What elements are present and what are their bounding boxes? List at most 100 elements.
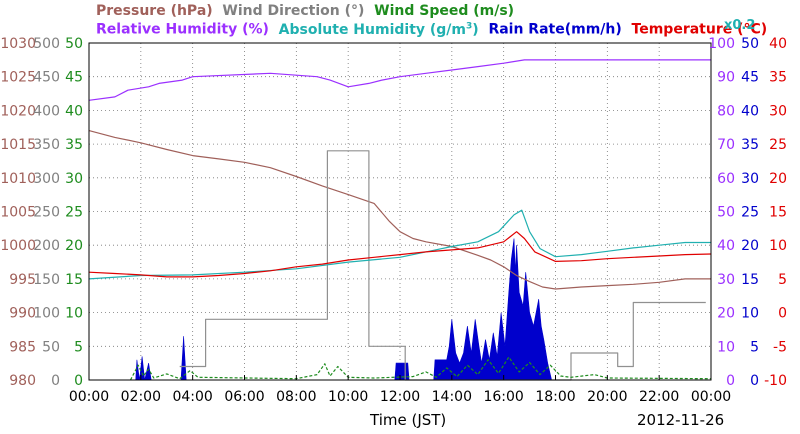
y-tick-label: 300	[33, 171, 60, 187]
y-tick-label: 350	[33, 137, 60, 153]
y-tick-label: 20	[769, 171, 787, 187]
y-tick-label: 45	[741, 70, 759, 86]
y-tick-label: 35	[769, 70, 787, 86]
y-tick-label: 20	[717, 306, 735, 322]
pressure-line	[88, 130, 711, 290]
x-tick-label: 18:00	[535, 389, 575, 405]
y-tick-label: 50	[65, 36, 83, 52]
y-tick-label: 0	[750, 373, 759, 389]
y-tick-label: 0	[778, 306, 787, 322]
y-tick-label: 1030	[0, 36, 36, 52]
y-tick-label: 25	[741, 205, 759, 221]
y-tick-label: -10	[764, 373, 787, 389]
y-tick-label: 0	[726, 373, 735, 389]
legend-absolute-humidity: Absolute Humidity (g/m3)	[278, 21, 479, 38]
y-tick-label: 60	[717, 171, 735, 187]
wind-direction-line	[179, 150, 706, 381]
x-tick-label: 08:00	[276, 389, 316, 405]
y-tick-label: 10	[769, 238, 787, 254]
y-tick-label: -5	[773, 339, 787, 355]
y-tick-label: 5	[750, 339, 759, 355]
y-tick-label: 80	[717, 103, 735, 119]
y-tick-label: 1000	[0, 238, 36, 254]
y-tick-label: 500	[33, 36, 60, 52]
legend-wind-speed: Wind Speed (m/s)	[374, 3, 515, 19]
y-tick-label: 200	[33, 238, 60, 254]
y-tick-label: 40	[65, 103, 83, 119]
series-layer	[88, 59, 712, 381]
x-tick-label: 00:00	[69, 389, 109, 405]
rain-rate-area	[135, 238, 552, 381]
y-tick-label: 35	[65, 137, 83, 153]
y-tick-label: 250	[33, 205, 60, 221]
x-tick-label: 06:00	[224, 389, 264, 405]
y-tick-label: 985	[9, 339, 36, 355]
absolute-humidity-line	[88, 209, 711, 280]
chart-date: 2012-11-26	[637, 411, 725, 429]
y-tick-label: 0	[74, 373, 83, 389]
y-tick-label: 10	[741, 306, 759, 322]
y-tick-label: 990	[9, 306, 36, 322]
x-tick-label: 00:00	[691, 389, 731, 405]
legend-temperature: Temperature (°C)	[631, 21, 768, 38]
legend-wind-direction: Wind Direction (°)	[222, 3, 365, 19]
legend-relative-humidity: Relative Humidity (%)	[96, 21, 269, 38]
y-tick-label: 1005	[0, 205, 36, 221]
y-tick-label: 1025	[0, 70, 36, 86]
relative-humidity-line	[88, 59, 711, 101]
x-tick-label: 02:00	[121, 389, 161, 405]
y-tick-label: 20	[741, 238, 759, 254]
y-tick-label: 5	[778, 272, 787, 288]
legend-row-1: Pressure (hPa) Wind Direction (°) Wind S…	[96, 3, 514, 19]
y-tick-label: 5	[74, 339, 83, 355]
x-tick-label: 04:00	[172, 389, 212, 405]
y-tick-label: 70	[717, 137, 735, 153]
y-tick-label: 15	[741, 272, 759, 288]
y-tick-label: 45	[65, 70, 83, 86]
y-tick-label: 25	[769, 137, 787, 153]
legend-ah-scale: x0.2	[724, 18, 756, 33]
x-tick-label: 14:00	[432, 389, 472, 405]
x-tick-label: 22:00	[639, 389, 679, 405]
y-tick-label: 1010	[0, 171, 36, 187]
y-tick-label: 10	[717, 339, 735, 355]
y-tick-label: 30	[741, 171, 759, 187]
x-tick-label: 20:00	[587, 389, 627, 405]
y-tick-label: 30	[769, 103, 787, 119]
y-tick-label: 150	[33, 272, 60, 288]
y-axes: 9809859909951000100510101015102010251030…	[0, 36, 787, 389]
legend-pressure: Pressure (hPa)	[96, 3, 213, 19]
y-tick-label: 10	[65, 306, 83, 322]
legend-row-2: Relative Humidity (%) Absolute Humidity …	[96, 21, 767, 38]
grid	[89, 43, 711, 380]
y-tick-label: 35	[741, 137, 759, 153]
x-tick-label: 12:00	[380, 389, 420, 405]
y-tick-label: 450	[33, 70, 60, 86]
y-tick-label: 40	[717, 238, 735, 254]
y-tick-label: 0	[51, 373, 60, 389]
y-tick-label: 50	[717, 205, 735, 221]
y-tick-label: 30	[717, 272, 735, 288]
y-tick-label: 40	[741, 103, 759, 119]
y-tick-label: 50	[741, 36, 759, 52]
y-tick-label: 30	[65, 171, 83, 187]
y-tick-label: 1015	[0, 137, 36, 153]
x-tick-label: 16:00	[483, 389, 523, 405]
x-axis-label: Time (JST)	[370, 411, 447, 429]
y-tick-label: 980	[9, 373, 36, 389]
y-tick-label: 100	[33, 306, 60, 322]
legend-rain-rate: Rain Rate(mm/h)	[488, 21, 622, 38]
y-tick-label: 100	[708, 36, 735, 52]
x-ticks: 00:00 02:00 04:00 06:00 08:00 10:00 12:00 14:00…	[69, 375, 731, 405]
y-tick-label: 25	[65, 205, 83, 221]
y-tick-label: 400	[33, 103, 60, 119]
y-tick-label: 40	[769, 36, 787, 52]
x-tick-label: 10:00	[328, 389, 368, 405]
wind-speed-line	[129, 356, 712, 381]
y-tick-label: 90	[717, 70, 735, 86]
y-tick-label: 15	[65, 272, 83, 288]
y-tick-label: 1020	[0, 103, 36, 119]
y-tick-label: 995	[9, 272, 36, 288]
y-tick-label: 50	[42, 339, 60, 355]
